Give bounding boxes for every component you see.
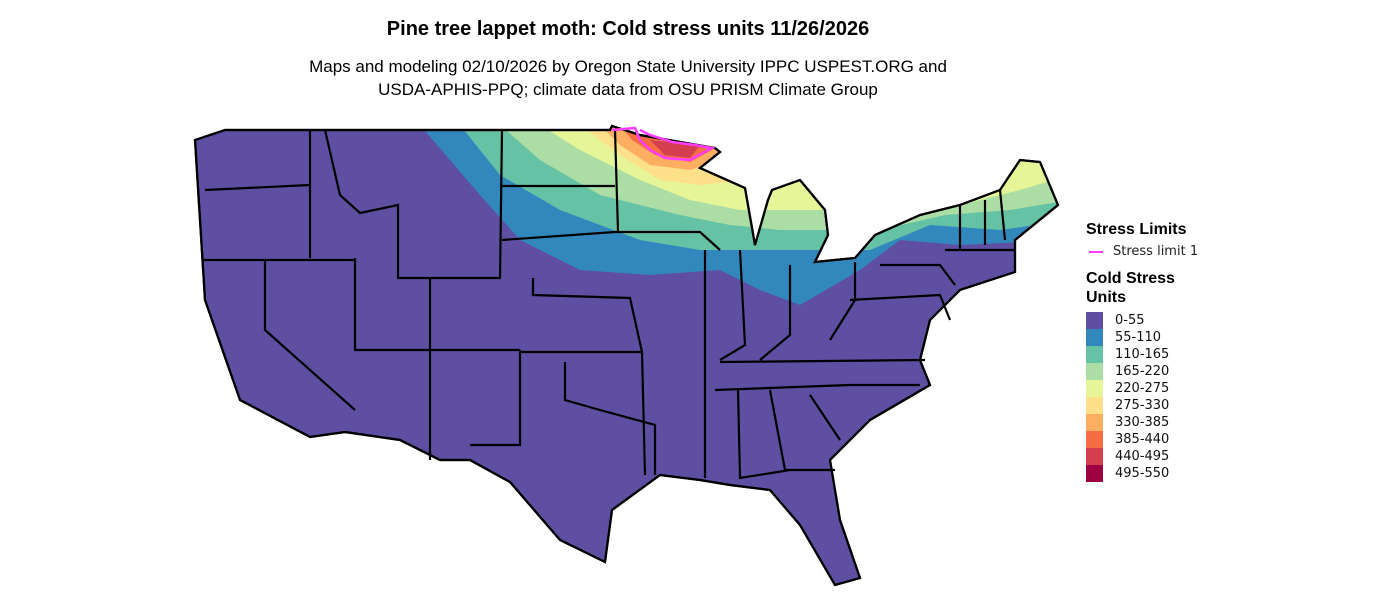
legend-bin: 0-55 [1086, 312, 1206, 329]
legend-bin: 440-495 [1086, 448, 1206, 465]
state-boundaries [193, 124, 1060, 587]
cold-stress-raster [195, 126, 1058, 585]
legend-bins: 0-55 55-110 110-165 165-220 220-275 275-330 33… [1086, 312, 1206, 482]
legend-swatch [1086, 414, 1103, 431]
legend-bin-label: 0-55 [1115, 313, 1145, 328]
legend-swatch [1086, 346, 1103, 363]
legend-bin: 220-275 [1086, 380, 1206, 397]
legend-swatch [1086, 448, 1103, 465]
legend-swatch [1086, 431, 1103, 448]
legend-bin-label: 55-110 [1115, 330, 1162, 345]
legend-bin-label: 110-165 [1115, 347, 1170, 362]
legend-bin-label: 220-275 [1115, 381, 1170, 396]
legend-swatch [1086, 329, 1103, 346]
legend-bin-label: 385-440 [1115, 432, 1170, 447]
legend-bin-label: 440-495 [1115, 449, 1170, 464]
map-subtitle: Maps and modeling 02/10/2026 by Oregon S… [0, 55, 1256, 101]
legend-swatch [1086, 397, 1103, 414]
legend-bin: 55-110 [1086, 329, 1206, 346]
cold-stress-units-title: Cold Stress Units [1086, 270, 1175, 306]
legend-bin-label: 330-385 [1115, 415, 1170, 430]
legend-bin: 385-440 [1086, 431, 1206, 448]
legend-bin: 110-165 [1086, 346, 1206, 363]
legend-bin-label: 165-220 [1115, 364, 1170, 379]
legend-bin-label: 275-330 [1115, 398, 1170, 413]
stress-limit-1-contour [611, 126, 716, 162]
stress-limits-title: Stress Limits [1086, 221, 1187, 238]
stress-limit-label: Stress limit 1 [1113, 244, 1199, 259]
legend-swatch [1086, 312, 1103, 329]
legend-swatch [1086, 363, 1103, 380]
legend: Stress Limits Stress limit 1 Cold Stress… [1086, 220, 1206, 482]
legend-bin: 275-330 [1086, 397, 1206, 414]
stress-limit-line-icon [1089, 250, 1103, 253]
legend-bin: 330-385 [1086, 414, 1206, 431]
legend-bin: 165-220 [1086, 363, 1206, 380]
legend-swatch [1086, 465, 1103, 482]
subtitle-line-1: Maps and modeling 02/10/2026 by Oregon S… [309, 57, 947, 76]
legend-swatch [1086, 380, 1103, 397]
legend-stress-limit-1: Stress limit 1 [1086, 244, 1206, 259]
subtitle-line-2: USDA-APHIS-PPQ; climate data from OSU PR… [378, 80, 878, 99]
legend-bin: 495-550 [1086, 465, 1206, 482]
map-title: Pine tree lappet moth: Cold stress units… [386, 18, 870, 40]
legend-bin-label: 495-550 [1115, 466, 1170, 481]
